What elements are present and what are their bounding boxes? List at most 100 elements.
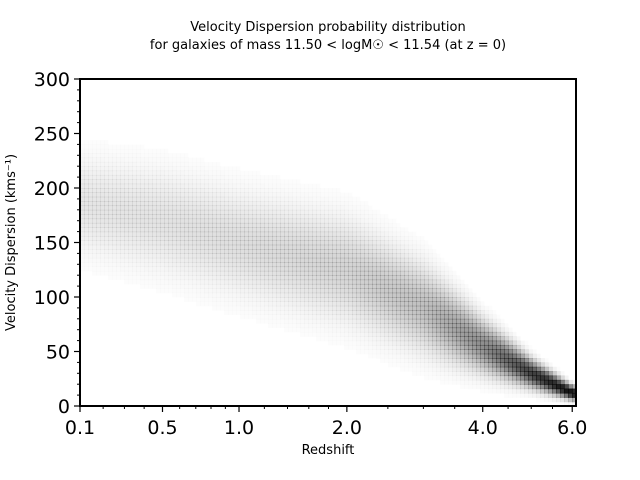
heatmap-cell — [276, 279, 281, 285]
heatmap-cell — [512, 393, 517, 398]
heatmap-cell — [136, 149, 141, 154]
heatmap-cell — [384, 318, 389, 324]
heatmap-cell — [120, 174, 125, 180]
heatmap-cell — [392, 349, 397, 354]
heatmap-cell — [100, 174, 105, 180]
heatmap-cell — [248, 257, 253, 263]
heatmap-cell — [460, 375, 465, 380]
heatmap-cell — [288, 288, 293, 294]
heatmap-cell — [352, 332, 357, 337]
heatmap-cell — [180, 270, 185, 276]
heatmap-cell — [180, 179, 185, 185]
heatmap-cell — [436, 266, 441, 272]
heatmap-cell — [404, 301, 409, 307]
heatmap-cell — [296, 310, 301, 315]
y-tick-label: 100 — [34, 287, 70, 309]
heatmap-cell — [344, 192, 349, 197]
heatmap-cell — [460, 340, 465, 346]
heatmap-cell — [176, 262, 181, 268]
heatmap-cell — [84, 179, 89, 185]
heatmap-cell — [280, 266, 285, 272]
heatmap-cell — [144, 284, 149, 289]
heatmap-cell — [272, 319, 277, 324]
heatmap-cell — [400, 367, 405, 372]
heatmap-cell — [460, 318, 465, 324]
heatmap-cell — [328, 283, 333, 289]
heatmap-cell — [276, 262, 281, 268]
heatmap-cell — [192, 209, 197, 215]
heatmap-cell — [288, 218, 293, 224]
heatmap-cell — [512, 375, 517, 381]
heatmap-cell — [156, 240, 161, 246]
heatmap-cell — [144, 174, 149, 180]
heatmap-cell — [216, 231, 221, 237]
heatmap-cell — [424, 262, 429, 268]
heatmap-cell — [304, 201, 309, 206]
heatmap-cell — [120, 144, 125, 149]
heatmap-cell — [80, 235, 85, 241]
heatmap-cell — [384, 214, 389, 219]
heatmap-cell — [272, 235, 277, 241]
heatmap-cell — [112, 227, 117, 233]
heatmap-cell — [172, 162, 177, 167]
heatmap-cell — [372, 275, 377, 281]
heatmap-cell — [216, 279, 221, 285]
heatmap-cell — [224, 166, 229, 171]
heatmap-cell — [536, 375, 541, 381]
heatmap-cell — [432, 349, 437, 355]
heatmap-cell — [88, 266, 93, 271]
heatmap-cell — [220, 201, 225, 207]
heatmap-cell — [300, 201, 305, 206]
heatmap-cell — [300, 314, 305, 319]
heatmap-cell — [100, 188, 105, 193]
heatmap-cell — [296, 222, 301, 228]
heatmap-cell — [452, 292, 457, 298]
heatmap-cell — [264, 297, 269, 302]
heatmap-cell — [220, 244, 225, 250]
heatmap-cell — [184, 293, 189, 298]
heatmap-cell — [156, 271, 161, 276]
heatmap-cell — [132, 262, 137, 267]
heatmap-cell — [172, 214, 177, 220]
heatmap-cell — [288, 235, 293, 241]
heatmap-cell — [284, 323, 289, 328]
heatmap-cell — [240, 288, 245, 294]
heatmap-cell — [364, 244, 369, 250]
heatmap-cell — [296, 214, 301, 220]
heatmap-cell — [556, 397, 561, 403]
heatmap-cell — [368, 219, 373, 224]
heatmap-cell — [388, 354, 393, 359]
heatmap-cell — [236, 249, 241, 254]
heatmap-cell — [384, 257, 389, 263]
heatmap-cell — [520, 341, 525, 346]
heatmap-cell — [380, 345, 385, 350]
heatmap-cell — [244, 231, 249, 237]
heatmap-cell — [256, 288, 261, 294]
heatmap-cell — [432, 270, 437, 276]
heatmap-cell — [116, 231, 121, 237]
heatmap-cell — [124, 196, 129, 202]
heatmap-cell — [80, 240, 85, 246]
heatmap-cell — [84, 170, 89, 176]
heatmap-cell — [160, 240, 165, 246]
heatmap-cell — [168, 244, 173, 250]
heatmap-cell — [420, 362, 425, 367]
heatmap-cell — [340, 222, 345, 228]
heatmap-cell — [140, 174, 145, 180]
heatmap-cell — [180, 280, 185, 285]
heatmap-cell — [284, 253, 289, 259]
heatmap-cell — [96, 209, 101, 215]
heatmap-cell — [380, 336, 385, 342]
heatmap-cell — [316, 257, 321, 263]
heatmap-cell — [104, 166, 109, 172]
heatmap-cell — [260, 218, 265, 224]
heatmap-cell — [236, 293, 241, 298]
heatmap-cell — [188, 196, 193, 202]
heatmap-cell — [304, 209, 309, 215]
heatmap-cell — [448, 314, 453, 320]
heatmap-cell — [272, 314, 277, 319]
heatmap-cell — [200, 266, 205, 272]
heatmap-cell — [260, 231, 265, 237]
heatmap-cell — [172, 192, 177, 198]
heatmap-cell — [248, 240, 253, 246]
